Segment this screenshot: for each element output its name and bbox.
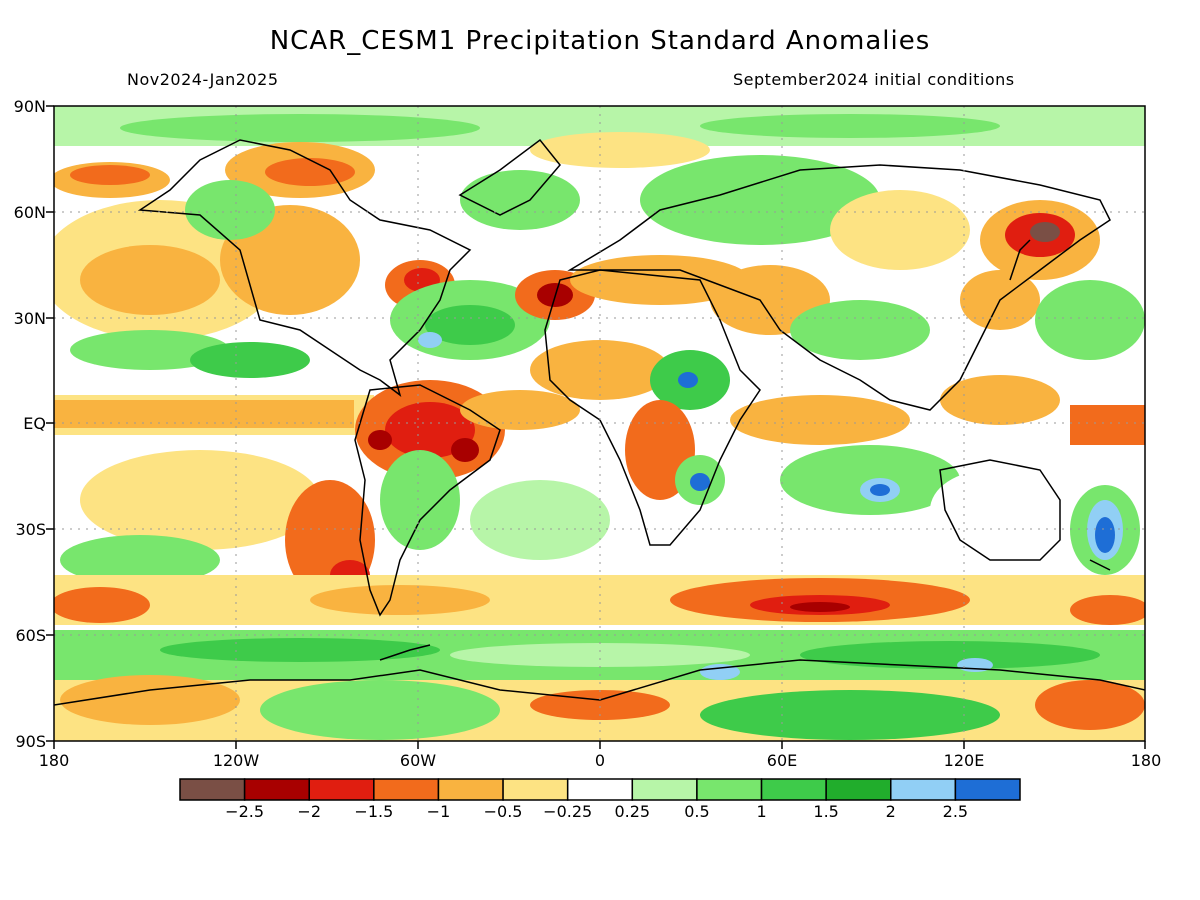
colorbar-tick-label: 1.5	[813, 802, 839, 821]
colorbar-swatch	[373, 778, 440, 801]
colorbar-swatch	[631, 778, 698, 801]
colorbar-swatch	[760, 778, 827, 801]
forecast-period: Nov2024-Jan2025	[127, 70, 279, 89]
colorbar-tick-label: −2	[297, 802, 322, 821]
lat-label-eq: EQ	[23, 414, 46, 433]
colorbar-swatch	[308, 778, 375, 801]
colorbar-tick-label: 1	[756, 802, 767, 821]
colorbar-tick-label: 0.25	[614, 802, 651, 821]
lon-label-60w: 60W	[399, 751, 437, 770]
colorbar-tick-label: −0.5	[483, 802, 523, 821]
gridlines	[54, 106, 1145, 741]
colorbar-swatch	[566, 778, 634, 801]
colorbar-tick-label: 2.5	[942, 802, 969, 821]
colorbar	[179, 778, 1021, 801]
lon-label-180w: 180	[38, 751, 70, 770]
colorbar-tick-label: −0.25	[543, 802, 593, 821]
lon-label-60e: 60E	[766, 751, 798, 770]
colorbar-swatch	[825, 778, 892, 801]
lon-label-120e: 120E	[943, 751, 985, 770]
colorbar-tick-label: −2.5	[225, 802, 265, 821]
colorbar-swatch	[243, 778, 310, 801]
lat-label-60n: 60N	[13, 203, 46, 222]
colorbar-swatch	[437, 778, 504, 801]
colorbar-tick-label: 0.5	[684, 802, 710, 821]
page-title: NCAR_CESM1 Precipitation Standard Anomal…	[269, 26, 931, 56]
lat-label-30n: 30N	[13, 309, 46, 328]
colorbar-swatch	[179, 778, 246, 801]
colorbar-swatch	[696, 778, 763, 801]
lon-label-120w: 120W	[212, 751, 260, 770]
lat-label-90n: 90N	[13, 97, 46, 116]
axis-ticks	[46, 105, 1146, 749]
colorbar-tick-label: −1.5	[354, 802, 394, 821]
colorbar-swatch	[954, 778, 1021, 801]
lat-label-60s: 60S	[15, 626, 46, 645]
colorbar-swatch	[890, 778, 957, 801]
lat-label-30s: 30S	[15, 520, 46, 539]
colorbar-swatch	[502, 778, 569, 801]
colorbar-tick-label: 2	[885, 802, 896, 821]
lon-label-180e: 180	[1130, 751, 1162, 770]
initial-conditions: September2024 initial conditions	[733, 70, 1015, 89]
colorbar-tick-label: −1	[426, 802, 451, 821]
lat-label-90s: 90S	[15, 732, 46, 751]
lon-label-0: 0	[594, 751, 606, 770]
